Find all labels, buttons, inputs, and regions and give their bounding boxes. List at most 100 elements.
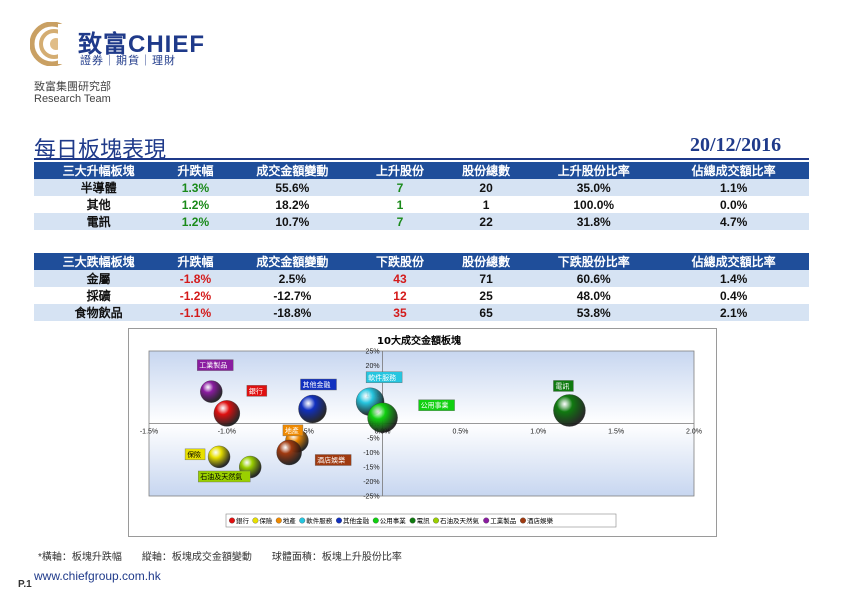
legend-label: 石油及天然氣 (440, 516, 480, 525)
bubble-label: 保險 (187, 450, 201, 459)
bubble-label: 公用事業 (421, 401, 449, 410)
x-tick-label: 0.5% (452, 429, 468, 436)
bubble-label-box (365, 371, 403, 383)
website-link[interactable]: www.chiefgroup.com.hk (34, 569, 161, 583)
x-tick-label: 1.0% (530, 429, 546, 436)
total-count-cell: 25 (443, 287, 530, 304)
sector-name: 金屬 (34, 270, 164, 287)
column-header: 股份總數 (443, 253, 530, 270)
y-tick-label: -15% (363, 465, 379, 472)
total-count-cell: 65 (443, 304, 530, 321)
legend-swatch (336, 517, 342, 524)
legend-swatch (275, 517, 282, 524)
bubble-label: 其他金融 (303, 380, 331, 389)
rising-count-cell: 7 (356, 213, 444, 230)
column-header: 佔總成交額比率 (658, 162, 809, 179)
bubble-chart: 10大成交金額板塊 -1.5%-1.0%-0.5%0.0%0.5%1.0%1.5… (140, 334, 702, 528)
bubble-label-box (553, 380, 574, 392)
total-count-cell: 22 (443, 213, 530, 230)
ratio-cell: 53.8% (529, 304, 659, 321)
bubble-label-box (184, 448, 206, 461)
title-divider (34, 158, 809, 160)
rising-count-cell: 1 (356, 196, 444, 213)
bubble (298, 394, 327, 424)
column-header: 升跌幅 (163, 162, 228, 179)
y-tick-label: 25% (366, 349, 380, 356)
total-count-cell: 1 (443, 196, 530, 213)
bubble-label-box (282, 424, 304, 437)
legend-swatch (252, 517, 259, 524)
legend-swatch (372, 517, 379, 524)
chart-legend: 銀行 保險 地產 軟件服務 其他金融 公用事業 電訊 石油及天然氣 工業製品 酒店娛樂 (225, 513, 617, 528)
department-name: 致富集團研究部 (34, 81, 111, 93)
column-header: 三大跌幅板塊 (34, 253, 164, 270)
legend-swatch (520, 517, 526, 524)
total-count-cell: 20 (443, 179, 530, 196)
total-count-cell: 71 (443, 270, 530, 287)
y-tick-label: -20% (363, 479, 379, 486)
ratio-cell: 100.0% (529, 196, 659, 213)
bubble (276, 439, 302, 466)
logo-icon (30, 22, 74, 66)
column-header: 上升股份比率 (529, 162, 659, 179)
column-header: 成交金額變動 (227, 162, 357, 179)
share-cell: 1.4% (658, 270, 809, 287)
ratio-cell: 60.6% (529, 270, 659, 287)
department-name-en: Research Team (34, 93, 111, 105)
column-header: 升跌幅 (163, 253, 228, 270)
bubble-label-box (300, 378, 337, 391)
ratio-cell: 35.0% (529, 179, 659, 196)
bubble (213, 400, 241, 427)
legend-label: 工業製品 (490, 516, 516, 525)
bubble-chart-panel: 10大成交金額板塊 -1.5%-1.0%-0.5%0.0%0.5%1.0%1.5… (128, 328, 717, 537)
turnover-change-cell: -12.7% (227, 287, 357, 304)
legend-swatch (409, 517, 416, 524)
bubble-series (200, 380, 586, 479)
table-header-row: 三大跌幅板塊 升跌幅 成交金額變動 下跌股份 股份總數 下跌股份比率 佔總成交額… (34, 253, 809, 270)
share-cell: 2.1% (658, 304, 809, 321)
y-tick-label: -10% (363, 450, 379, 457)
sector-name: 其他 (34, 196, 164, 213)
turnover-change-cell: 18.2% (227, 196, 357, 213)
falling-count-cell: 35 (356, 304, 444, 321)
chart-title: 10大成交金額板塊 (377, 334, 461, 347)
change-cell: 1.2% (163, 196, 228, 213)
legend-label: 其他金融 (343, 516, 370, 525)
change-cell: 1.3% (163, 179, 228, 196)
x-tick-label: -1.0% (218, 429, 236, 436)
legend-label: 軟件服務 (306, 516, 333, 525)
x-tick-label: -0.5% (296, 429, 314, 436)
top-gainers-table: 三大升幅板塊 升跌幅 成交金額變動 上升股份 股份總數 上升股份比率 佔總成交額… (34, 162, 809, 230)
x-tick-label: 2.0% (686, 429, 702, 436)
rising-count-cell: 7 (356, 179, 444, 196)
x-tick-label: 1.5% (608, 429, 624, 436)
legend-label: 保險 (259, 516, 273, 525)
turnover-change-cell: 2.5% (227, 270, 357, 287)
column-header: 下跌股份 (356, 253, 444, 270)
bubble-label: 地產 (285, 426, 299, 435)
bubble-label-box (198, 470, 251, 483)
change-cell: -1.2% (163, 287, 228, 304)
legend-label: 酒店娛樂 (527, 516, 554, 525)
column-header: 成交金額變動 (227, 253, 357, 270)
x-tick-label: -1.5% (140, 429, 158, 436)
change-cell: -1.8% (163, 270, 228, 287)
legend-label: 銀行 (236, 516, 250, 525)
sector-name: 電訊 (34, 213, 164, 230)
y-tick-label: -25% (363, 494, 379, 501)
column-header: 三大升幅板塊 (34, 162, 164, 179)
table-row: 食物飲品 -1.1% -18.8% 35 65 53.8% 2.1% (34, 304, 809, 321)
column-header: 下跌股份比率 (529, 253, 659, 270)
bubble (367, 402, 398, 433)
report-date: 20/12/2016 (690, 134, 782, 156)
table-row: 其他 1.2% 18.2% 1 1 100.0% 0.0% (34, 196, 809, 213)
share-cell: 4.7% (658, 213, 809, 230)
table-header-row: 三大升幅板塊 升跌幅 成交金額變動 上升股份 股份總數 上升股份比率 佔總成交額… (34, 162, 809, 179)
ratio-cell: 48.0% (529, 287, 659, 304)
share-cell: 0.4% (658, 287, 809, 304)
falling-count-cell: 43 (356, 270, 444, 287)
ratio-cell: 31.8% (529, 213, 659, 230)
change-cell: -1.1% (163, 304, 228, 321)
